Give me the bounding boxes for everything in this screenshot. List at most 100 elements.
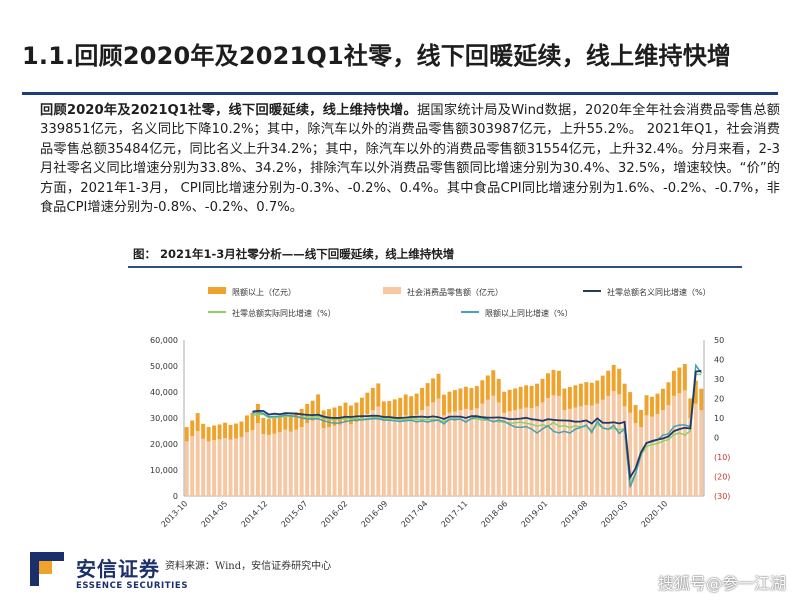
bar-above-limit [184,427,189,442]
bar-total-retail [480,403,485,496]
title-bar: 1.1.回顾2020年及2021Q1社零，线下回暖延续，线上维持快增 [0,0,800,95]
bar-total-retail [381,420,386,496]
x-tick-label: 2016-02 [319,499,349,529]
bar-above-limit [496,378,501,403]
bar-total-retail [540,402,545,496]
bar-total-retail [348,424,353,496]
x-tick-label: 2017-04 [399,499,429,529]
bar-total-retail [277,432,282,496]
bar-total-retail [474,408,479,496]
bar-total-retail [524,407,529,496]
x-tick-label: 2017-11 [439,499,469,529]
bar-total-retail [414,414,419,496]
y-right-tick-label: 0 [714,434,719,443]
bar-above-limit [474,386,479,409]
logo-mark-icon [30,552,64,586]
bar-above-limit [381,401,386,421]
bar-total-retail [250,430,255,496]
bar-above-limit [310,400,315,421]
source-note: 资料来源：Wind，安信证券研究中心 [165,561,332,572]
y-right-tick-label: (30) [714,492,730,501]
bar-above-limit [600,375,605,400]
x-tick-label: 2020-10 [639,499,669,529]
bar-above-limit [480,380,485,404]
bar-above-limit [228,424,233,440]
bar-total-retail [644,415,649,496]
bar-total-retail [223,438,228,496]
legend-swatch [208,287,226,294]
bar-above-limit [321,410,326,429]
bar-total-retail [578,406,583,496]
x-tick-label: 2018-06 [479,499,509,529]
bar-total-retail [338,424,342,496]
bar-total-retail [239,436,244,496]
legend-label: 社零总额名义同比增速（%） [607,287,711,297]
bar-above-limit [447,391,452,413]
bar-total-retail [650,416,654,496]
x-tick-label: 2020-03 [599,499,629,529]
bar-total-retail [458,410,463,496]
summary-lead: 回顾2020年及2021Q1社零，线下回暖延续，线上维持快增。 [40,103,417,118]
bar-above-limit [365,392,370,415]
bar-total-retail [693,403,698,496]
bar-above-limit [688,398,693,418]
bar-total-retail [600,399,605,496]
bar-above-limit [507,389,512,412]
bar-total-retail [535,406,540,496]
y-right-tick-label: (10) [714,453,730,462]
bar-above-limit [578,383,583,407]
bar-total-retail [584,405,589,496]
bar-total-retail [660,410,665,496]
bar-total-retail [354,421,359,496]
figure-caption: 图： 2021年1-3月社零分析——线下回暖延续，线上维持快增 [133,247,455,261]
bar-total-retail [677,393,682,496]
bar-total-retail [266,434,271,496]
bar-above-limit [556,370,561,396]
y-left-tick-label: 20,000 [150,440,178,449]
bar-total-retail [562,410,567,496]
bar-above-limit [217,424,222,440]
bar-above-limit [409,396,414,417]
bar-above-limit [376,383,381,407]
bar-above-limit [628,392,633,413]
logo-name-en: ESSENCE SECURITIES [76,581,189,591]
y-left-tick-label: 60,000 [150,336,178,345]
bar-total-retail [452,411,457,496]
bar-above-limit [392,399,397,420]
bar-total-retail [551,395,556,496]
bar-above-limit [617,368,622,395]
bar-total-retail [255,423,260,496]
bar-above-limit [546,373,550,398]
bar-above-limit [266,418,271,435]
bar-total-retail [305,423,310,496]
bar-total-retail [469,409,474,496]
bar-total-retail [567,408,572,496]
x-tick-label: 2014-05 [199,499,229,529]
bar-above-limit [403,394,408,416]
bar-total-retail [518,408,523,496]
bar-total-retail [294,429,299,496]
bar-total-retail [206,441,211,496]
bar-above-limit [354,402,359,422]
legend-swatch [383,287,401,294]
bar-above-limit [611,364,616,392]
bar-above-limit [398,397,403,418]
bar-above-limit [469,388,474,410]
bar-above-limit [223,422,228,439]
bar-total-retail [513,410,518,496]
x-tick-label: 2019-01 [519,499,549,529]
bar-total-retail [463,408,468,496]
bar-above-limit [283,412,288,430]
bar-above-limit [195,413,200,431]
bar-total-retail [398,418,403,496]
y-left-tick-label: 50,000 [150,362,178,371]
bar-above-limit [212,425,217,441]
bar-total-retail [611,391,616,496]
bar-above-limit [622,383,627,407]
bar-total-retail [365,414,370,496]
bar-total-retail [343,421,348,496]
bar-total-retail [261,434,266,496]
bar-above-limit [343,402,348,422]
bar-total-retail [299,427,304,496]
bar-above-limit [485,375,490,400]
